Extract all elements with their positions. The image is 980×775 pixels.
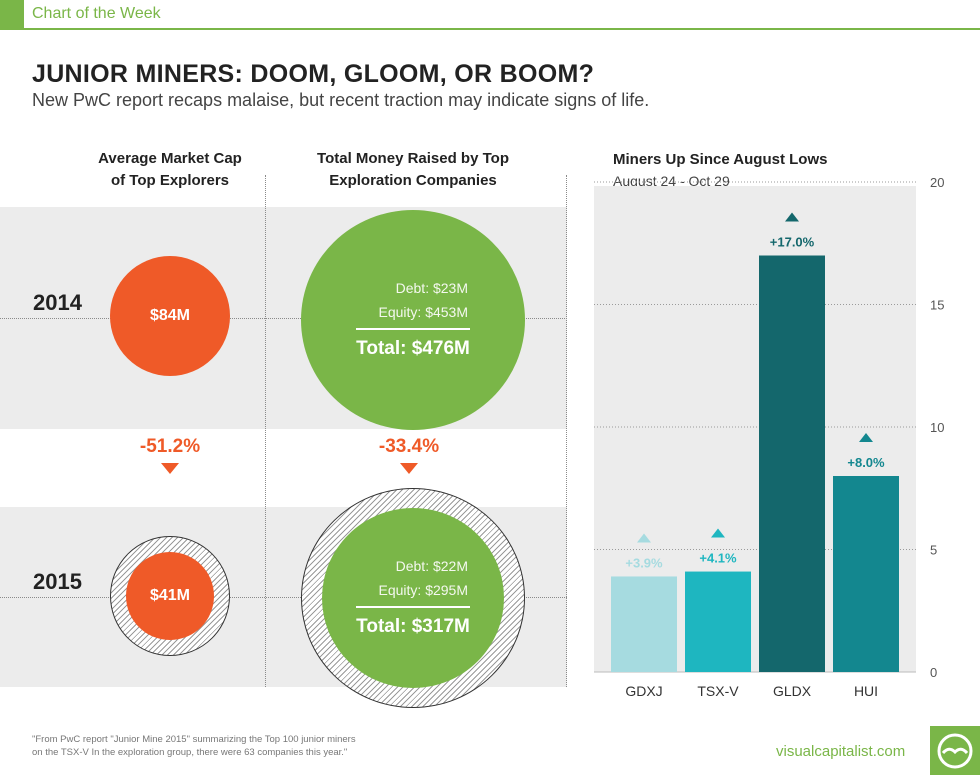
- y-tick-label: 15: [930, 298, 944, 313]
- source-footnote: "From PwC report "Junior Mine 2015" summ…: [32, 733, 356, 759]
- chart-title: Miners Up Since August Lows: [613, 151, 827, 168]
- market-cap-2014-circle: $84M: [110, 256, 230, 376]
- row-guide-2014: [0, 318, 567, 319]
- header-accent: [0, 0, 24, 28]
- page-subtitle: New PwC report recaps malaise, but recen…: [32, 90, 650, 110]
- up-arrow-icon: [785, 212, 799, 222]
- bar-gldx: [759, 255, 825, 672]
- bar-data-label: +3.9%: [625, 555, 663, 570]
- money-raised-2014-circle: Debt: $23M Equity: $453M Total: $476M: [301, 210, 525, 430]
- money-raised-heading: Total Money Raised by Top Exploration Co…: [283, 148, 543, 192]
- money-raised-heading-line1: Total Money Raised by Top: [317, 150, 509, 167]
- miners-bar-chart: Miners Up Since August Lows August 24 - …: [594, 151, 944, 699]
- y-tick-label: 5: [930, 543, 937, 558]
- equity-2015: Equity: $295M: [378, 582, 469, 598]
- footnote-line1: "From PwC report "Junior Mine 2015" summ…: [32, 734, 356, 745]
- debt-2015: Debt: $22M: [395, 558, 468, 574]
- money-raised-down-arrow-icon: [400, 463, 418, 474]
- up-arrow-icon: [711, 528, 725, 538]
- bar-data-label: +8.0%: [847, 455, 885, 470]
- equity-2014: Equity: $453M: [378, 304, 469, 320]
- up-arrow-icon: [637, 533, 651, 543]
- market-cap-2015-value: $41M: [149, 587, 191, 604]
- x-tick-label: GLDX: [773, 683, 812, 699]
- page-title: JUNIOR MINERS: DOOM, GLOOM, OR BOOM?: [32, 60, 595, 88]
- x-tick-label: GDXJ: [625, 683, 662, 699]
- year-2015-label: 2015: [33, 569, 82, 594]
- column-divider-left: [265, 175, 266, 687]
- market-cap-down-arrow-icon: [161, 463, 179, 474]
- x-tick-label: TSX-V: [697, 683, 739, 699]
- market-cap-change: -51.2%: [139, 436, 201, 457]
- header-bar: [0, 0, 980, 30]
- market-cap-2015-circle: $41M: [126, 552, 214, 640]
- money-raised-change: -33.4%: [378, 436, 440, 457]
- market-cap-2014-value: $84M: [149, 307, 191, 324]
- year-2014-label: 2014: [33, 290, 82, 315]
- market-cap-heading: Average Market Cap of Top Explorers: [70, 148, 270, 192]
- market-cap-heading-line2: of Top Explorers: [110, 172, 230, 189]
- money-raised-heading-line2: Exploration Companies: [329, 172, 497, 189]
- bar-hui: [833, 476, 899, 672]
- chart-of-the-week-label: Chart of the Week: [32, 5, 161, 22]
- handshake-icon: [937, 733, 973, 769]
- y-tick-label: 10: [930, 420, 944, 435]
- bar-tsxv: [685, 571, 751, 672]
- total-2015: Total: $317M: [356, 606, 470, 638]
- money-raised-2015-circle: Debt: $22M Equity: $295M Total: $317M: [322, 508, 504, 688]
- visual-capitalist-logo: [930, 726, 980, 775]
- market-cap-heading-line1: Average Market Cap: [98, 150, 242, 167]
- row-guide-2015: [0, 597, 567, 598]
- debt-2014: Debt: $23M: [395, 280, 468, 296]
- chart-subtitle: August 24 - Oct 29: [613, 173, 730, 189]
- total-2014: Total: $476M: [356, 328, 470, 360]
- footnote-line2: on the TSX-V In the exploration group, t…: [32, 747, 348, 758]
- column-divider-right: [566, 175, 567, 687]
- brand-link[interactable]: visualcapitalist.com: [776, 743, 906, 760]
- x-tick-label: HUI: [854, 683, 878, 699]
- bar-data-label: +17.0%: [770, 235, 815, 250]
- bar-data-label: +4.1%: [699, 551, 737, 566]
- bar-gdxj: [611, 576, 677, 672]
- up-arrow-icon: [859, 433, 873, 442]
- y-tick-label: 0: [930, 665, 937, 680]
- y-tick-label: 20: [930, 175, 944, 190]
